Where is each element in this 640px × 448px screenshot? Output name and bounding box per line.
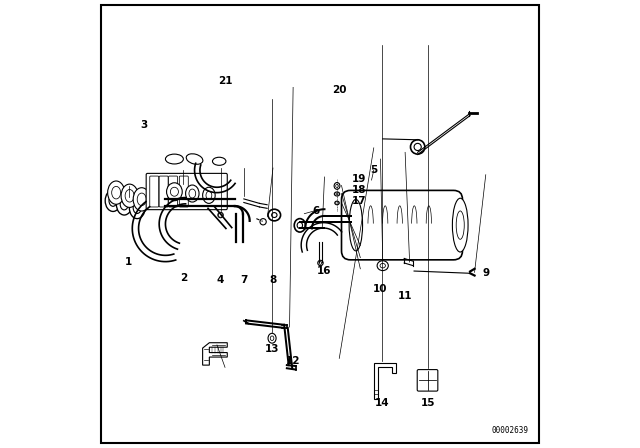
Ellipse shape — [170, 187, 179, 196]
FancyBboxPatch shape — [417, 370, 438, 391]
FancyBboxPatch shape — [159, 176, 168, 207]
Ellipse shape — [336, 185, 339, 188]
Ellipse shape — [336, 193, 338, 195]
Text: 18: 18 — [352, 185, 367, 195]
Circle shape — [260, 219, 266, 225]
Ellipse shape — [116, 194, 132, 215]
FancyBboxPatch shape — [168, 176, 177, 207]
Ellipse shape — [294, 219, 305, 232]
Ellipse shape — [203, 187, 215, 203]
Circle shape — [218, 213, 223, 217]
Circle shape — [319, 262, 322, 264]
Ellipse shape — [270, 336, 274, 340]
Text: 20: 20 — [332, 85, 346, 95]
Ellipse shape — [334, 183, 340, 190]
Ellipse shape — [189, 189, 196, 198]
Ellipse shape — [410, 140, 425, 154]
Text: 14: 14 — [374, 398, 389, 408]
Ellipse shape — [112, 186, 121, 199]
Text: 00002639: 00002639 — [492, 426, 529, 435]
Ellipse shape — [380, 263, 385, 268]
Ellipse shape — [456, 211, 464, 239]
Ellipse shape — [334, 192, 340, 196]
Ellipse shape — [268, 209, 280, 221]
Text: 11: 11 — [398, 291, 412, 301]
Ellipse shape — [125, 190, 134, 202]
Polygon shape — [374, 363, 396, 399]
Text: 7: 7 — [240, 275, 248, 285]
Text: 4: 4 — [217, 275, 224, 285]
Ellipse shape — [212, 157, 226, 165]
Ellipse shape — [108, 181, 125, 204]
Text: 12: 12 — [286, 356, 300, 366]
Text: 3: 3 — [141, 121, 148, 130]
Ellipse shape — [120, 199, 128, 210]
Text: 15: 15 — [421, 398, 436, 408]
Ellipse shape — [271, 213, 277, 218]
Ellipse shape — [133, 188, 150, 211]
FancyBboxPatch shape — [342, 190, 463, 260]
FancyBboxPatch shape — [150, 176, 159, 207]
Text: 8: 8 — [269, 275, 276, 285]
Text: 10: 10 — [373, 284, 388, 294]
FancyBboxPatch shape — [146, 173, 227, 210]
Ellipse shape — [186, 185, 199, 202]
Text: 1: 1 — [125, 257, 132, 267]
Text: 16: 16 — [317, 266, 332, 276]
Ellipse shape — [121, 184, 138, 207]
Ellipse shape — [335, 201, 339, 205]
FancyBboxPatch shape — [179, 176, 188, 207]
Ellipse shape — [206, 191, 212, 199]
Text: 2: 2 — [180, 273, 187, 283]
Text: 17: 17 — [352, 196, 367, 206]
Polygon shape — [203, 343, 227, 365]
Text: 5: 5 — [370, 165, 378, 175]
Ellipse shape — [133, 202, 141, 214]
Text: 13: 13 — [265, 345, 279, 354]
Ellipse shape — [137, 193, 146, 206]
Ellipse shape — [297, 222, 303, 228]
Ellipse shape — [218, 212, 223, 218]
Text: 9: 9 — [482, 268, 490, 278]
Ellipse shape — [129, 197, 145, 219]
Ellipse shape — [166, 183, 182, 201]
Text: 21: 21 — [218, 76, 232, 86]
Ellipse shape — [109, 195, 117, 206]
Ellipse shape — [165, 154, 184, 164]
Text: 6: 6 — [312, 206, 319, 215]
Text: 19: 19 — [352, 174, 367, 184]
Ellipse shape — [268, 333, 276, 343]
Ellipse shape — [377, 261, 388, 271]
Ellipse shape — [452, 198, 468, 252]
Ellipse shape — [105, 190, 121, 211]
Circle shape — [318, 260, 323, 266]
Ellipse shape — [414, 143, 421, 151]
Ellipse shape — [349, 199, 362, 251]
Circle shape — [336, 202, 339, 204]
Ellipse shape — [186, 154, 203, 164]
